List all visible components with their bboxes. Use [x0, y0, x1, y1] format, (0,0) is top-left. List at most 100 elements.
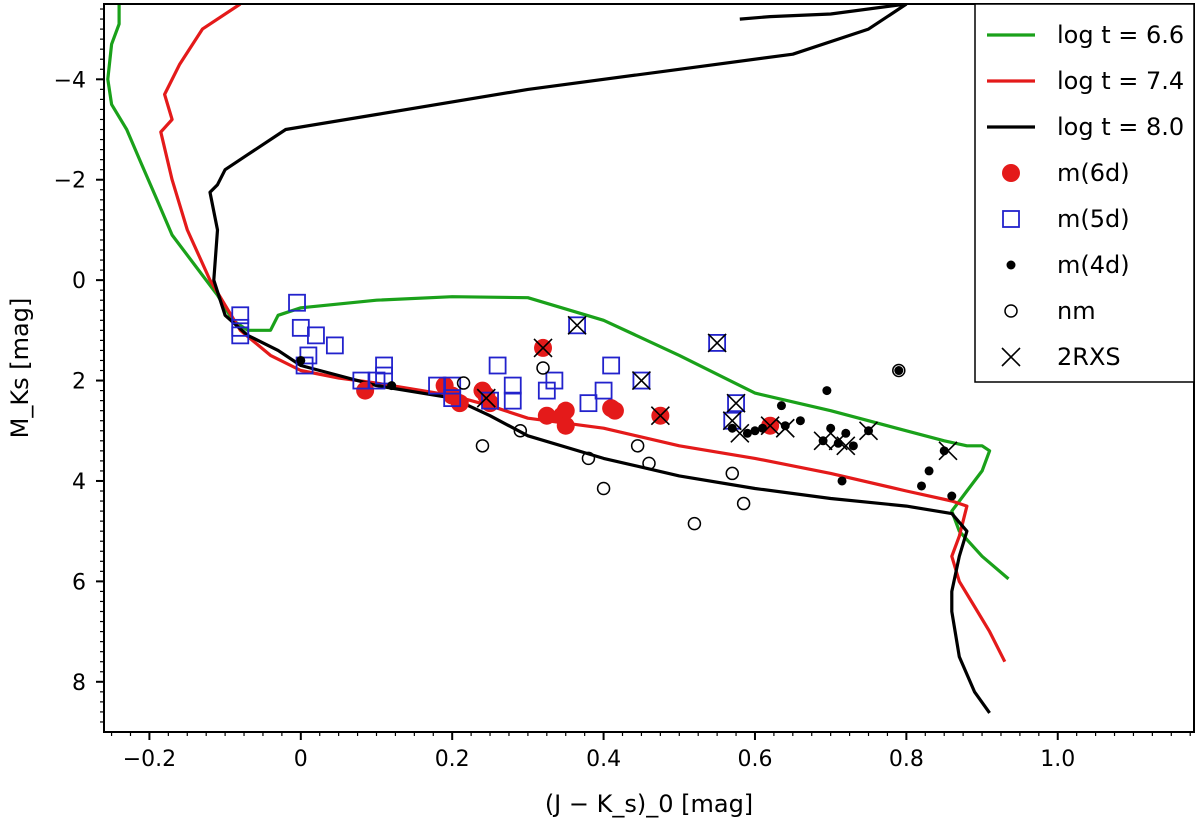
2rxs-point-5	[707, 333, 727, 353]
y-tick-label: 2	[72, 370, 86, 395]
legend-item: m(5d)	[1002, 205, 1130, 233]
m-4d--point-10	[822, 386, 832, 396]
m-6d--point-11	[556, 416, 575, 435]
m-4d--point-11	[826, 423, 836, 433]
m-5d--point-23	[579, 394, 598, 413]
y-tick-label: 6	[72, 570, 86, 595]
2rxs-point-11	[813, 431, 833, 451]
m-5d--point-29	[727, 394, 745, 413]
m-4d--point-4	[750, 426, 760, 436]
2rxs-point-15	[938, 441, 958, 461]
legend-label: nm	[1057, 297, 1096, 325]
y-tick-label: 0	[72, 269, 86, 294]
legend-label: m(6d)	[1057, 159, 1130, 187]
legend-label: log t = 7.4	[1057, 67, 1184, 95]
nm-point-0	[456, 376, 471, 390]
x-tick-label: 0.2	[435, 747, 470, 772]
m-5d--point-27	[708, 333, 727, 352]
2rxs-point-1	[533, 338, 553, 358]
m-4d--point-17	[894, 366, 904, 376]
m-5d--point-24	[594, 381, 613, 400]
legend-label: m(5d)	[1057, 205, 1130, 233]
legend-label: log t = 6.6	[1057, 21, 1184, 49]
m-5d--point-2	[231, 326, 250, 345]
m-6d--point-13	[605, 401, 624, 420]
m-4d--point-18	[917, 481, 926, 491]
m-4d--point-3	[742, 428, 752, 438]
x-tick-label: 0.8	[889, 747, 924, 772]
m-5d--point-6	[299, 346, 318, 365]
legend-box	[974, 3, 1195, 383]
m-5d--point-14	[443, 376, 462, 395]
m-5d--point-8	[325, 336, 344, 355]
isochrone-line-3	[739, 4, 907, 21]
m-5d--point-4	[291, 318, 310, 337]
nm-point-1	[475, 439, 490, 453]
nm-point-9	[725, 466, 740, 481]
nm-point-6	[630, 439, 645, 453]
y-tick-label: 8	[72, 671, 86, 696]
y-tick-label: −2	[54, 169, 86, 194]
x-tick-label: 0	[294, 747, 308, 772]
m-4d--point-2	[727, 423, 737, 433]
m-4d--point-19	[924, 466, 934, 476]
m-5d--point-26	[632, 371, 651, 390]
legend-marker-swatch	[1004, 304, 1018, 318]
x-tick-label: 1.0	[1040, 747, 1075, 772]
2rxs-point-6	[722, 411, 742, 431]
legend-item: log t = 6.6	[987, 21, 1184, 49]
2rxs-point-0	[476, 388, 496, 408]
2rxs-point-4	[650, 406, 670, 426]
m-5d--point-19	[503, 391, 522, 410]
legend-item: log t = 7.4	[987, 67, 1184, 95]
isochrone-line-1	[159, 4, 1007, 663]
legend-label: m(4d)	[1057, 251, 1130, 279]
m-5d--point-7	[307, 326, 325, 345]
x-tick-label: 0.6	[737, 747, 772, 772]
y-tick-label: 4	[72, 470, 86, 495]
m-5d--point-11	[375, 356, 393, 375]
isochrone-curves	[106, 4, 1010, 714]
m-4d--point-5	[758, 423, 768, 433]
m-5d--point-3	[288, 293, 306, 312]
2rxs-point-7	[726, 393, 746, 413]
m-6d--point-8	[537, 406, 556, 425]
2rxs-point-8	[730, 423, 750, 443]
m-4d--point-13	[837, 476, 847, 486]
y-axis-label: M_Ks [mag]	[6, 298, 34, 439]
legend-marker-swatch	[1002, 210, 1020, 228]
m-5d--point-16	[481, 391, 499, 410]
legend-item: log t = 8.0	[987, 113, 1184, 141]
m-5d--point-25	[602, 356, 621, 375]
2rxs-point-10	[775, 418, 795, 438]
legend-item: m(4d)	[1006, 251, 1130, 279]
m-4d--point-8	[795, 416, 805, 426]
2rxs-point-14	[858, 421, 879, 441]
m-4d--point-6	[776, 401, 786, 411]
m-4d--point-1	[387, 381, 397, 391]
m-5d--point-5	[295, 356, 314, 375]
x-tick-label: 0.4	[586, 747, 621, 772]
legend-item: nm	[1004, 297, 1096, 325]
y-tick-label: −4	[54, 68, 86, 93]
data-markers	[231, 293, 958, 531]
m-5d--point-0	[231, 306, 250, 325]
nm-point-7	[642, 456, 656, 471]
m-6d--point-10	[556, 401, 575, 420]
y-axis-ticks: −4 −2 0 2 4 6 8	[54, 8, 104, 723]
nm-point-4	[581, 451, 596, 466]
m-5d--point-12	[375, 366, 393, 385]
m-5d--point-21	[545, 371, 564, 390]
m-4d--point-0	[296, 355, 306, 365]
2rxs-point-2	[567, 315, 587, 335]
m-4d--point-21	[947, 491, 957, 501]
m-4d--point-7	[780, 421, 790, 431]
x-axis-ticks: −0.2 0 0.2 0.4 0.6 0.8 1.0	[110, 732, 1191, 772]
nm-point-3	[536, 361, 550, 375]
m-4d--point-15	[848, 441, 858, 451]
legend-item: 2RXS	[1001, 343, 1121, 371]
legend-label: 2RXS	[1057, 343, 1121, 371]
nm-point-8	[687, 516, 702, 531]
m-5d--point-17	[488, 356, 507, 375]
